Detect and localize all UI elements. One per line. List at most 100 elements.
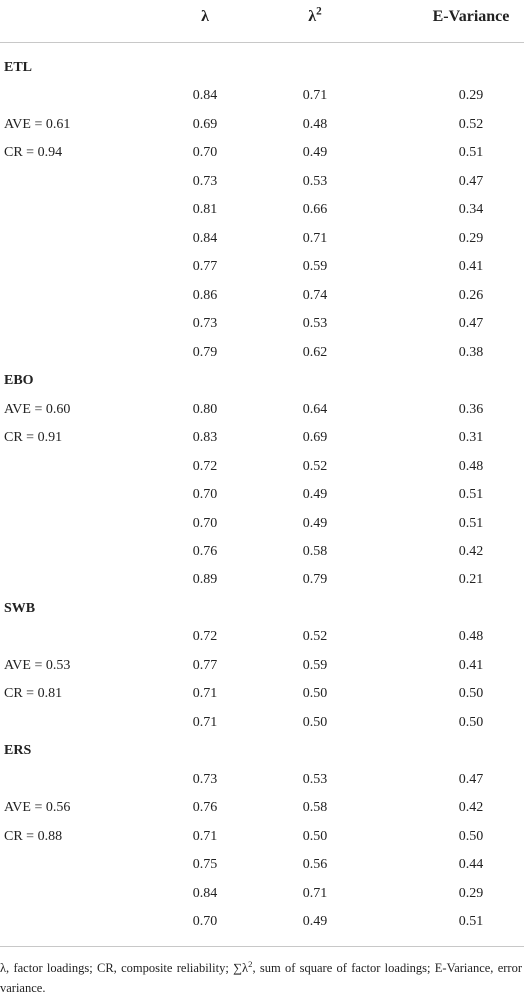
- table-cell: 0.70: [192, 145, 218, 161]
- table-cell: 0.48: [458, 629, 484, 645]
- table-cell: 0.69: [302, 430, 328, 446]
- column-header: λ2: [308, 5, 322, 26]
- table-cell: 0.83: [192, 430, 218, 446]
- group-label: EBO: [4, 373, 34, 389]
- table-cell: 0.70: [192, 487, 218, 503]
- group-label: ERS: [4, 743, 32, 759]
- table-cell: 0.50: [458, 686, 484, 702]
- row-label: AVE = 0.56: [4, 800, 71, 816]
- table-cell: 0.21: [458, 572, 484, 588]
- table-cell: 0.31: [458, 430, 484, 446]
- table-cell: 0.66: [302, 202, 328, 218]
- table-cell: 0.74: [302, 287, 328, 303]
- table-cell: 0.41: [458, 657, 484, 673]
- table-cell: 0.52: [302, 629, 328, 645]
- table-cell: 0.49: [302, 914, 328, 930]
- table-cell: 0.69: [192, 116, 218, 132]
- table-cell: 0.58: [302, 800, 328, 816]
- table-cell: 0.73: [192, 316, 218, 332]
- table-cell: 0.49: [302, 145, 328, 161]
- table-cell: 0.50: [302, 828, 328, 844]
- table-cell: 0.41: [458, 259, 484, 275]
- table-cell: 0.50: [458, 714, 484, 730]
- table-cell: 0.29: [458, 88, 484, 104]
- table-cell: 0.72: [192, 458, 218, 474]
- footnote-text: λ, factor loadings; CR, composite reliab…: [0, 961, 249, 975]
- table-cell: 0.51: [458, 487, 484, 503]
- table-cell: 0.79: [302, 572, 328, 588]
- row-label: CR = 0.88: [4, 828, 63, 844]
- table-cell: 0.77: [192, 657, 218, 673]
- table-cell: 0.38: [458, 344, 484, 360]
- table-cell: 0.26: [458, 287, 484, 303]
- table-cell: 0.79: [192, 344, 218, 360]
- table-cell: 0.44: [458, 857, 484, 873]
- table-cell: 0.51: [458, 914, 484, 930]
- table-cell: 0.71: [302, 885, 328, 901]
- table-cell: 0.52: [458, 116, 484, 132]
- table-cell: 0.47: [458, 771, 484, 787]
- group-label: SWB: [4, 600, 36, 616]
- table-cell: 0.76: [192, 800, 218, 816]
- table-cell: 0.73: [192, 173, 218, 189]
- group-label: ETL: [4, 60, 33, 75]
- table-cell: 0.34: [458, 202, 484, 218]
- table-cell: 0.71: [302, 88, 328, 104]
- row-label: AVE = 0.61: [4, 116, 71, 132]
- row-label: CR = 0.91: [4, 430, 63, 446]
- table-bottom-rule: [0, 946, 524, 947]
- table-cell: 0.59: [302, 259, 328, 275]
- table-cell: 0.49: [302, 487, 328, 503]
- table-cell: 0.71: [302, 230, 328, 246]
- table-cell: 0.76: [192, 543, 218, 559]
- row-label: AVE = 0.60: [4, 401, 71, 417]
- table-cell: 0.53: [302, 173, 328, 189]
- table-cell: 0.71: [192, 828, 218, 844]
- table-cell: 0.29: [458, 230, 484, 246]
- table-cell: 0.56: [302, 857, 328, 873]
- footnote: λ, factor loadings; CR, composite reliab…: [0, 958, 522, 998]
- header-sup: 2: [316, 5, 322, 18]
- column-header: λ: [201, 8, 209, 25]
- table-cell: 0.47: [458, 316, 484, 332]
- table-cell: 0.50: [302, 714, 328, 730]
- table-cell: 0.49: [302, 515, 328, 531]
- table-cell: 0.50: [458, 828, 484, 844]
- table-cell: 0.84: [192, 88, 218, 104]
- table-cell: 0.71: [192, 686, 218, 702]
- header-rule: [0, 42, 524, 43]
- table-cell: 0.77: [192, 259, 218, 275]
- table-cell: 0.71: [192, 714, 218, 730]
- table-cell: 0.73: [192, 771, 218, 787]
- table-cell: 0.48: [302, 116, 328, 132]
- footnote-sup: 2: [248, 958, 253, 969]
- table-cell: 0.53: [302, 316, 328, 332]
- table-cell: 0.51: [458, 145, 484, 161]
- column-header: E-Variance: [432, 8, 510, 25]
- table-cell: 0.58: [302, 543, 328, 559]
- table-cell: 0.64: [302, 401, 328, 417]
- table-cell: 0.59: [302, 657, 328, 673]
- table-cell: 0.62: [302, 344, 328, 360]
- table-cell: 0.53: [302, 771, 328, 787]
- table-cell: 0.75: [192, 857, 218, 873]
- table-cell: 0.84: [192, 230, 218, 246]
- row-label: CR = 0.94: [4, 145, 63, 161]
- table-cell: 0.42: [458, 543, 484, 559]
- table-cell: 0.42: [458, 800, 484, 816]
- table-cell: 0.81: [192, 202, 218, 218]
- table-cell: 0.36: [458, 401, 484, 417]
- table-cell: 0.70: [192, 914, 218, 930]
- table-cell: 0.29: [458, 885, 484, 901]
- table-cell: 0.50: [302, 686, 328, 702]
- table-cell: 0.84: [192, 885, 218, 901]
- table-cell: 0.70: [192, 515, 218, 531]
- table-cell: 0.89: [192, 572, 218, 588]
- table-cell: 0.52: [302, 458, 328, 474]
- table-cell: 0.72: [192, 629, 218, 645]
- table-cell: 0.51: [458, 515, 484, 531]
- row-label: CR = 0.81: [4, 686, 63, 702]
- row-label: AVE = 0.53: [4, 657, 71, 673]
- table-cell: 0.47: [458, 173, 484, 189]
